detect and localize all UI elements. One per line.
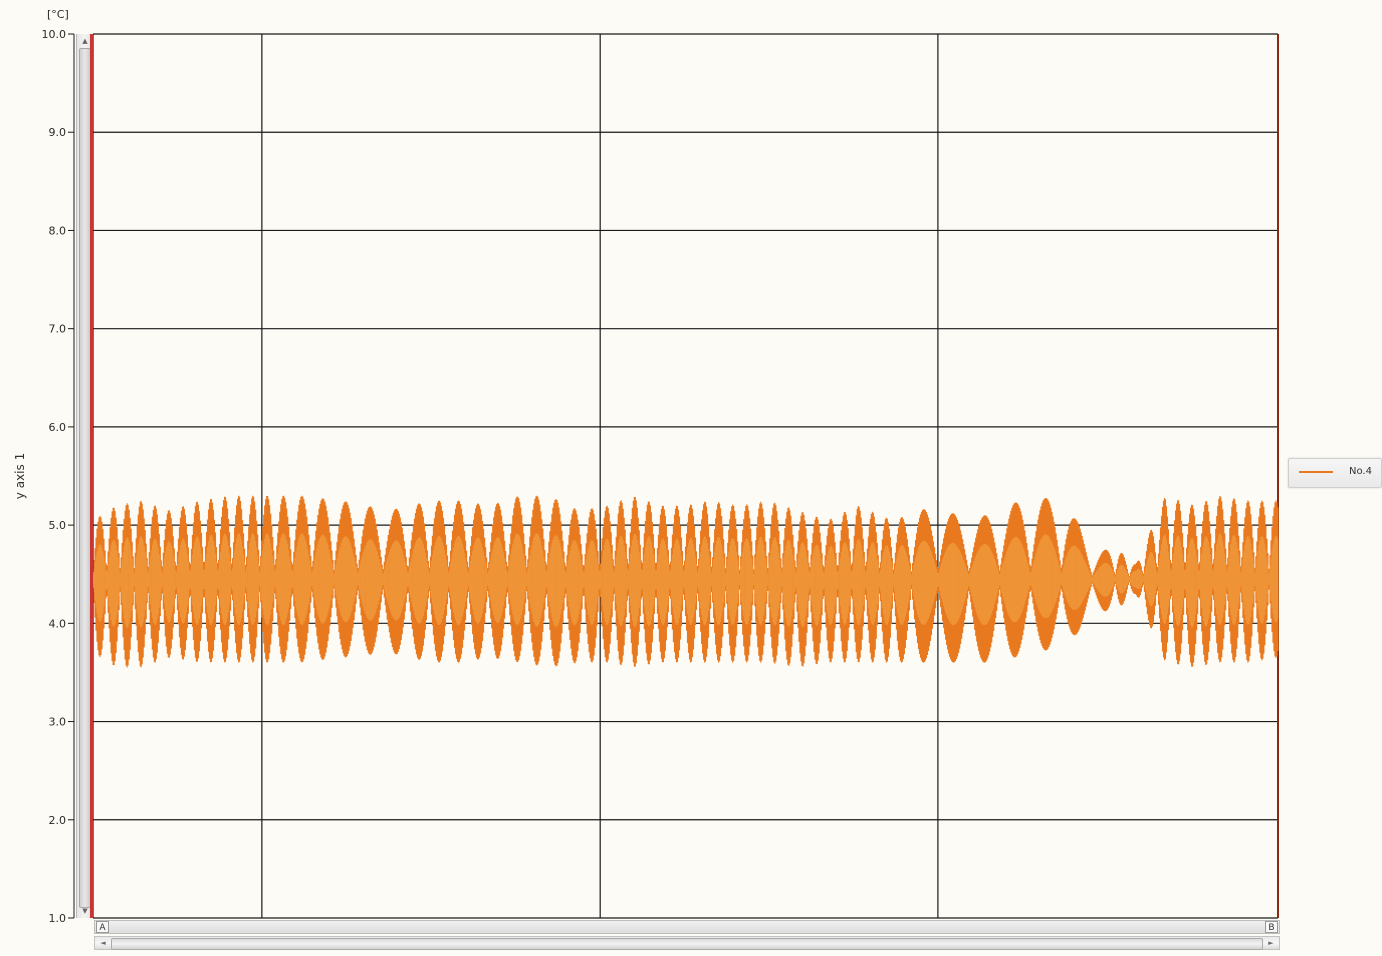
y-tick-label: 9.0 xyxy=(49,126,67,139)
series-no4 xyxy=(92,495,1279,668)
y-tick-label: 1.0 xyxy=(49,912,67,925)
y-axis-unit-label: [°C] xyxy=(47,8,69,21)
left-range-marker[interactable] xyxy=(90,34,93,918)
series-core-no4 xyxy=(92,533,1279,628)
horizontal-scroll-area: A B ◄ ► xyxy=(94,920,1280,954)
y-tick-label: 3.0 xyxy=(49,716,67,729)
cursor-bar[interactable]: A B xyxy=(94,920,1280,934)
y-axis: [°C] y axis 1 xyxy=(13,8,75,918)
scroll-down-icon[interactable]: ▼ xyxy=(82,907,88,915)
scroll-up-icon[interactable]: ▲ xyxy=(82,37,88,45)
y-tick-label: 2.0 xyxy=(49,814,67,827)
y-tick-label: 10.0 xyxy=(42,28,67,41)
y-tick-label: 7.0 xyxy=(49,323,67,336)
grid-lines xyxy=(92,33,1279,919)
y-tick-label: 8.0 xyxy=(49,224,67,237)
y-tick-labels: 1.0 2.0 3.0 4.0 5.0 6.0 7.0 8.0 9.0 10.0 xyxy=(42,28,74,925)
legend: No.4 xyxy=(1288,458,1382,488)
y-tick-label: 4.0 xyxy=(49,617,67,630)
cursor-b-handle[interactable]: B xyxy=(1265,921,1278,933)
scroll-left-icon[interactable]: ◄ xyxy=(100,939,106,947)
cursor-a-handle[interactable]: A xyxy=(96,921,109,933)
horizontal-scrollbar[interactable]: ◄ ► xyxy=(94,936,1280,950)
y-axis-title: y axis 1 xyxy=(13,453,27,499)
legend-swatch-no4 xyxy=(1299,471,1333,473)
horizontal-scroll-thumb[interactable] xyxy=(111,938,1263,950)
scroll-right-icon[interactable]: ► xyxy=(1268,939,1274,947)
legend-label-no4: No.4 xyxy=(1349,466,1372,477)
y-tick-label: 6.0 xyxy=(49,421,67,434)
y-tick-label: 5.0 xyxy=(49,519,67,532)
